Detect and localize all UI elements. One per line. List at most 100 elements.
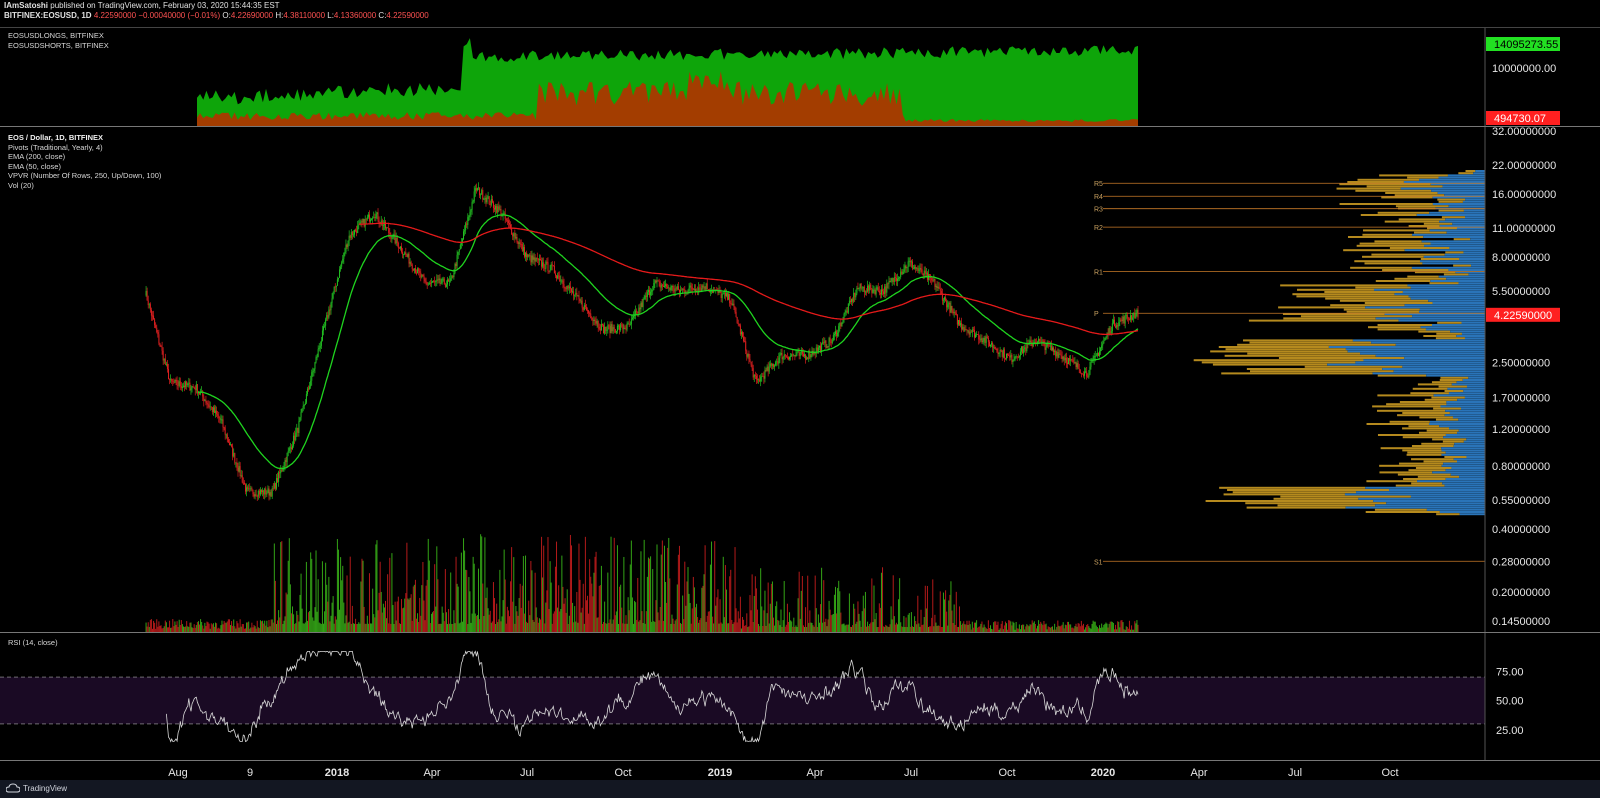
candle-body: [360, 221, 362, 223]
volume-bar: [975, 622, 977, 632]
candle-body: [1069, 358, 1071, 361]
volume-bar: [631, 597, 633, 632]
volume-bar: [1039, 623, 1041, 632]
volume-bar: [636, 619, 638, 632]
candle-body: [495, 206, 497, 210]
volume-bar: [515, 606, 517, 632]
candle-body: [1111, 323, 1113, 332]
vp-bar-down: [1452, 416, 1485, 419]
volume-bar: [411, 620, 413, 632]
candle-body: [1045, 347, 1047, 350]
vp-bar-down: [1443, 436, 1485, 439]
vp-bar-down: [1386, 502, 1485, 505]
volume-bar: [1095, 625, 1097, 632]
candle-body: [1051, 347, 1053, 351]
candle-body: [950, 305, 952, 313]
vp-bar-down: [1444, 253, 1485, 256]
volume-bar: [426, 579, 428, 632]
vp-bar-down: [1372, 372, 1485, 375]
volume-bar: [992, 629, 994, 632]
candle-body: [1079, 369, 1081, 374]
volume-bar: [734, 547, 736, 632]
volume-bar: [995, 621, 997, 632]
volume-bar: [814, 575, 816, 632]
time-label: Oct: [998, 767, 1015, 779]
candle-body: [178, 381, 180, 386]
candle-body: [782, 357, 784, 360]
volume-bar: [1089, 627, 1091, 632]
vp-bar-up: [1357, 178, 1420, 181]
vp-bar-up: [1423, 335, 1457, 337]
candle-body: [454, 263, 456, 273]
last-price-text: 4.22590000: [1494, 310, 1552, 322]
vp-bar-down: [1429, 420, 1485, 423]
candle-body: [749, 359, 751, 362]
vp-bar-down: [1466, 385, 1485, 388]
candle-body: [196, 384, 198, 394]
volume-bar: [784, 626, 786, 632]
volume-bar: [539, 619, 541, 632]
candle-body: [939, 288, 941, 291]
candle-body: [988, 341, 990, 347]
vp-bar-down: [1464, 396, 1485, 399]
volume-bar: [837, 588, 839, 632]
candle-body: [778, 357, 780, 364]
volume-bar: [481, 536, 483, 632]
volume-bar: [149, 619, 151, 632]
vp-bar-down: [1327, 363, 1485, 366]
volume-bar: [549, 561, 551, 632]
volume-bar: [976, 620, 978, 632]
tradingview-logo[interactable]: TradingView: [6, 783, 67, 793]
volume-bar: [764, 590, 766, 632]
vp-bar-up: [1437, 198, 1466, 201]
candle-body: [970, 331, 972, 333]
candle-body: [225, 434, 227, 436]
volume-bar: [244, 628, 246, 632]
candle-body: [671, 286, 673, 287]
vp-bar-down: [1462, 200, 1485, 203]
vp-bar-up: [1384, 220, 1440, 223]
candle-body: [944, 297, 946, 300]
vp-bar-up: [1224, 354, 1376, 357]
candle-body: [265, 488, 267, 495]
volume-bar: [700, 618, 702, 632]
candle-body: [973, 329, 975, 338]
volume-bar: [682, 595, 684, 632]
volume-bar: [358, 622, 360, 632]
candle-body: [597, 320, 599, 327]
candle-body: [147, 300, 149, 306]
vp-bar-up: [1408, 225, 1440, 227]
volume-bar: [443, 621, 445, 632]
volume-bar: [589, 559, 591, 632]
volume-bar: [365, 623, 367, 632]
vp-bar-down: [1458, 429, 1485, 432]
volume-bar: [725, 589, 727, 632]
volume-bar: [504, 579, 506, 632]
volume-bar: [567, 623, 569, 632]
volume-bar: [647, 557, 649, 632]
candle-body: [298, 421, 300, 434]
candle-body: [913, 268, 915, 270]
volume-bar: [733, 622, 735, 632]
volume-bar: [512, 601, 514, 632]
volume-bar: [467, 623, 469, 632]
volume-bar: [1085, 627, 1087, 632]
volume-bar: [649, 558, 651, 632]
candle-body: [934, 279, 936, 287]
candle-body: [457, 251, 459, 255]
vp-bar-down: [1442, 185, 1485, 188]
volume-bar: [366, 615, 368, 632]
volume-bar: [645, 611, 647, 632]
volume-bar: [187, 626, 189, 632]
candle-body: [1088, 374, 1090, 378]
volume-bar: [427, 538, 429, 632]
volume-bar: [1017, 628, 1019, 632]
candle-body: [450, 278, 452, 281]
volume-bar: [717, 589, 719, 632]
volume-bar: [496, 603, 498, 632]
candle-body: [972, 329, 974, 331]
volume-bar: [330, 615, 332, 632]
candle-body: [893, 277, 895, 283]
volume-bar: [273, 543, 275, 632]
